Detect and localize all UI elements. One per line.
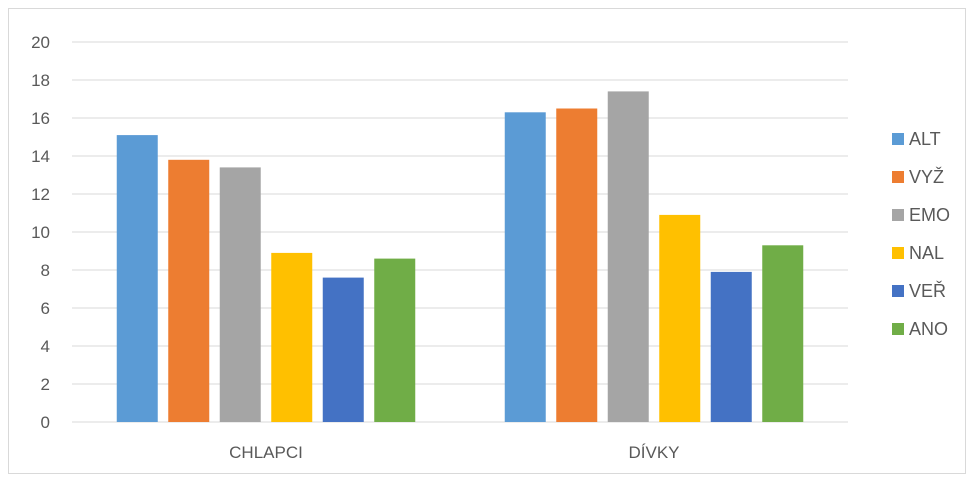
y-tick-label: 12 xyxy=(31,185,50,204)
bar-VEŘ-CHLAPCI xyxy=(322,277,364,422)
legend-label: ALT xyxy=(909,129,941,149)
x-category-label: CHLAPCI xyxy=(229,443,303,462)
legend-swatch xyxy=(892,171,904,183)
y-tick-label: 16 xyxy=(31,109,50,128)
legend-label: VEŘ xyxy=(909,281,946,301)
bar-VEŘ-DÍVKY xyxy=(710,271,752,422)
y-tick-label: 6 xyxy=(41,299,50,318)
bar-ANO-CHLAPCI xyxy=(374,258,416,422)
y-tick-label: 10 xyxy=(31,223,50,242)
y-axis-ticks: 0 2 4 6 8 10 12 14 16 18 20 xyxy=(31,33,50,432)
bar-ANO-DÍVKY xyxy=(762,245,804,422)
legend-swatch xyxy=(892,133,904,145)
bar-NAL-DÍVKY xyxy=(659,214,701,422)
legend-label: EMO xyxy=(909,205,950,225)
chart-frame xyxy=(8,8,966,474)
legend-label: ANO xyxy=(909,319,948,339)
legend-swatch xyxy=(892,323,904,335)
bar-VYŽ-CHLAPCI xyxy=(168,159,210,423)
bar-EMO-CHLAPCI xyxy=(219,167,261,422)
legend-label: NAL xyxy=(909,243,944,263)
y-tick-label: 8 xyxy=(41,261,50,280)
legend-swatch xyxy=(892,209,904,221)
legend-swatch xyxy=(892,247,904,259)
y-tick-label: 4 xyxy=(41,337,50,356)
y-tick-label: 20 xyxy=(31,33,50,52)
y-tick-label: 14 xyxy=(31,147,50,166)
bar-EMO-DÍVKY xyxy=(607,91,649,423)
y-tick-label: 18 xyxy=(31,71,50,90)
legend-label: VYŽ xyxy=(909,167,944,187)
legend: ALT VYŽ EMO NAL VEŘ ANO xyxy=(892,129,950,339)
legend-swatch xyxy=(892,285,904,297)
bar-NAL-CHLAPCI xyxy=(271,252,313,422)
x-category-label: DÍVKY xyxy=(628,443,679,462)
x-axis-categories: CHLAPCI DÍVKY xyxy=(229,443,679,462)
bar-VYŽ-DÍVKY xyxy=(556,108,598,422)
bars xyxy=(116,91,804,423)
y-tick-label: 0 xyxy=(41,413,50,432)
bar-ALT-CHLAPCI xyxy=(116,135,158,422)
bar-ALT-DÍVKY xyxy=(504,112,546,423)
y-tick-label: 2 xyxy=(41,375,50,394)
